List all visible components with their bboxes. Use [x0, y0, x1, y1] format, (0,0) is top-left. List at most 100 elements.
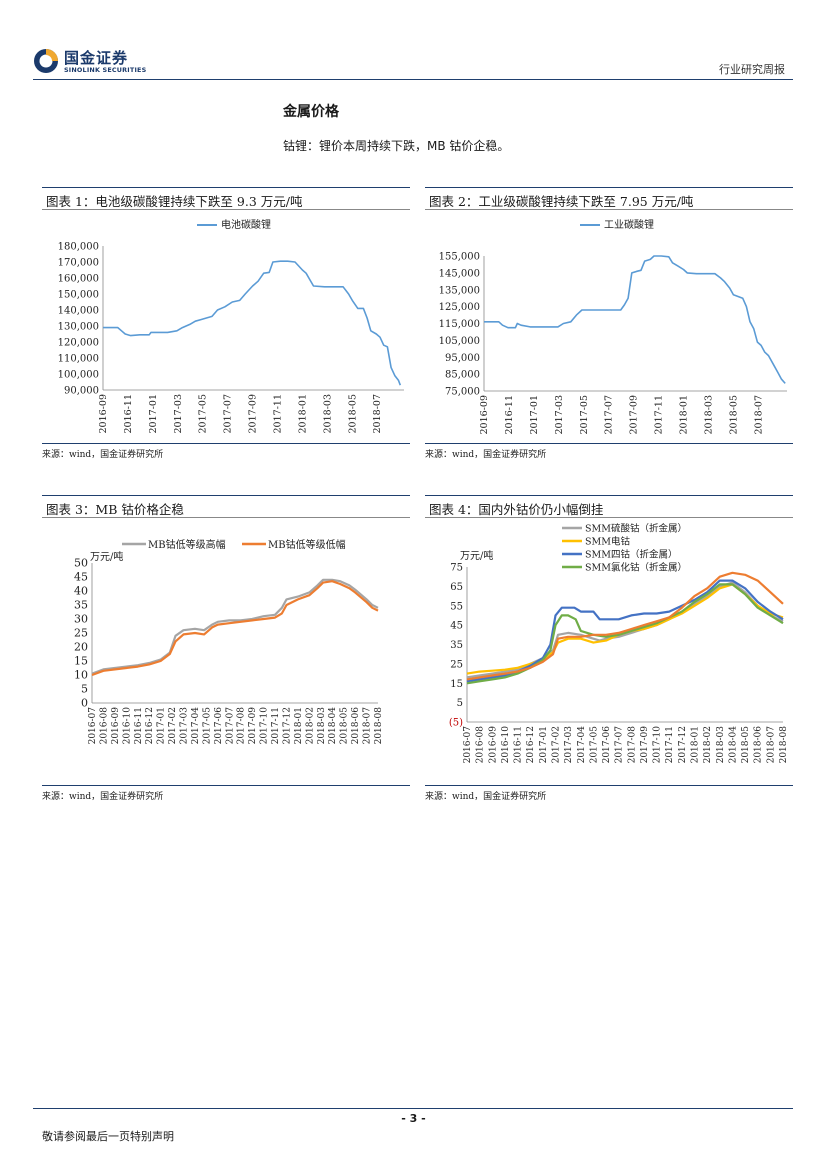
- x-tick-label: 2017-11: [271, 707, 281, 744]
- x-tick-label: 2018-03: [716, 726, 726, 764]
- y-tick-label: 100,000: [58, 370, 99, 381]
- y-tick-label: 45: [74, 571, 88, 584]
- x-tick-label: 2017-12: [282, 707, 292, 744]
- x-tick-label: 2016-11: [504, 395, 515, 434]
- fig4-source: 来源：wind，国金证券研究所: [425, 792, 547, 802]
- x-tick-label: 2017-11: [665, 726, 675, 763]
- x-tick-label: 2016-07: [88, 707, 98, 745]
- x-tick-label: 2017-07: [225, 707, 235, 745]
- fig1-title-rule: [42, 209, 410, 210]
- y-tick-label: 135,000: [439, 285, 480, 296]
- logo-text-en: SINOLINK SECURITIES: [64, 66, 147, 74]
- x-tick-label: 2018-02: [305, 707, 315, 744]
- x-tick-label: 2017-07: [604, 395, 615, 434]
- series-line-1: [484, 255, 786, 384]
- fig3-title-rule: [42, 517, 410, 518]
- x-tick-label: 2017-12: [678, 726, 688, 763]
- y-tick-label: 160,000: [58, 274, 99, 285]
- fig3-title: 图表 3：MB 钴价格企稳: [46, 502, 184, 517]
- y-tick-label: 155,000: [439, 252, 480, 263]
- x-tick-label: 2018-04: [328, 707, 338, 745]
- y-tick-label: 115,000: [439, 319, 480, 330]
- x-tick-label: 2017-07: [223, 394, 234, 433]
- x-tick-label: 2018-07: [753, 395, 764, 434]
- x-tick-label: 2017-05: [202, 707, 212, 745]
- x-tick-label: 2017-05: [198, 394, 209, 433]
- y-tick-label: 95,000: [445, 353, 480, 364]
- y-tick-label: 25: [450, 659, 463, 670]
- section-title: 金属价格: [283, 104, 339, 120]
- page-number: - 3 -: [401, 1112, 426, 1125]
- legend-label-4: SMM氯化钴（折金属）: [585, 562, 687, 574]
- x-tick-label: 2016-09: [111, 707, 121, 745]
- x-tick-label: 2016-08: [476, 726, 486, 764]
- section-paragraph: 钴锂：锂价本周持续下跌，MB 钴价企稳。: [283, 139, 510, 153]
- y-tick-label: 120,000: [58, 338, 99, 349]
- report-type: 行业研究周报: [719, 63, 785, 76]
- y-tick-label: 105,000: [439, 336, 480, 347]
- y-tick-label: 40: [74, 585, 88, 598]
- x-tick-label: 2016-08: [99, 707, 109, 745]
- x-tick-label: 2017-03: [554, 395, 565, 434]
- x-tick-label: 2017-11: [273, 394, 284, 433]
- fig1-source: 来源：wind，国金证券研究所: [42, 450, 164, 460]
- y-tick-label: 145,000: [439, 268, 480, 279]
- x-tick-label: 2016-09: [479, 395, 490, 434]
- fig3-top-rule: [42, 495, 410, 496]
- logo-text-cn: 国金证券: [64, 49, 129, 67]
- y-tick-label: 30: [74, 613, 88, 626]
- fig1-top-rule: [42, 187, 410, 188]
- x-tick-label: 2018-05: [340, 707, 350, 745]
- x-tick-label: 2017-10: [653, 726, 663, 764]
- x-tick-label: 2016-11: [123, 394, 134, 433]
- chart-industrial-lithium: 工业碳酸锂 155,000 145,000 135,000 125,000 115,000…: [439, 218, 787, 434]
- y-tick-label: 50: [74, 557, 88, 570]
- x-tick-label: 2017-05: [589, 726, 599, 764]
- y-tick-label: 180,000: [58, 242, 99, 253]
- y-tick-label: (5): [449, 718, 463, 729]
- x-tick-label: 2016-12: [145, 707, 155, 744]
- x-tick-label: 2017-06: [214, 707, 224, 745]
- x-tick-label: 2017-10: [260, 707, 270, 745]
- x-tick-label: 2017-08: [237, 707, 247, 745]
- x-tick-label: 2017-09: [629, 395, 640, 434]
- header-rule: [33, 79, 793, 80]
- fig1-bottom-rule: [42, 443, 410, 444]
- y-tick-label: 35: [450, 640, 463, 651]
- x-tick-label: 2018-03: [317, 707, 327, 745]
- series-line-3: [466, 579, 784, 683]
- x-tick-label: 2016-09: [98, 394, 109, 433]
- chart-mb-cobalt: MB钴低等级高幅 MB钴低等级低幅504540353025201510502016…: [74, 538, 384, 745]
- x-tick-label: 2017-04: [577, 726, 587, 764]
- y-tick-label: 15: [450, 679, 463, 690]
- x-tick-label: 2018-03: [703, 395, 714, 434]
- x-tick-label: 2017-04: [191, 707, 201, 745]
- x-tick-label: 2017-03: [180, 707, 190, 745]
- y-axis-label: 万元/吨: [90, 550, 123, 563]
- y-tick-label: 130,000: [58, 322, 99, 333]
- x-tick-label: 2018-07: [766, 726, 776, 764]
- footer-rule: [33, 1108, 793, 1109]
- fig3-bottom-rule: [42, 785, 410, 786]
- chart-battery-lithium: 电池碳酸锂 180,000 170,000 160,000 150,000 140,000…: [58, 218, 404, 433]
- x-tick-label: 2017-05: [579, 395, 590, 434]
- fig2-title-rule: [425, 209, 793, 210]
- x-tick-label: 2018-01: [691, 726, 701, 763]
- y-tick-label: 0: [81, 697, 88, 710]
- series-line-2: [466, 583, 784, 675]
- y-tick-label: 5: [457, 698, 463, 709]
- x-tick-label: 2018-04: [728, 726, 738, 764]
- x-tick-label: 2018-05: [741, 726, 751, 764]
- x-tick-label: 2018-08: [779, 726, 789, 764]
- y-tick-label: 55: [450, 601, 463, 612]
- x-tick-label: 2018-05: [347, 394, 358, 433]
- series-line-5: [466, 571, 784, 681]
- y-tick-label: 140,000: [58, 306, 99, 317]
- legend-label-3: SMM四钴（折金属）: [585, 549, 677, 561]
- y-tick-label: 35: [74, 599, 88, 612]
- x-tick-label: 2018-01: [679, 395, 690, 434]
- fig1-title: 图表 1：电池级碳酸锂持续下跌至 9.3 万元/吨: [46, 194, 303, 209]
- fig3-source: 来源：wind，国金证券研究所: [42, 792, 164, 802]
- fig2-top-rule: [425, 187, 793, 188]
